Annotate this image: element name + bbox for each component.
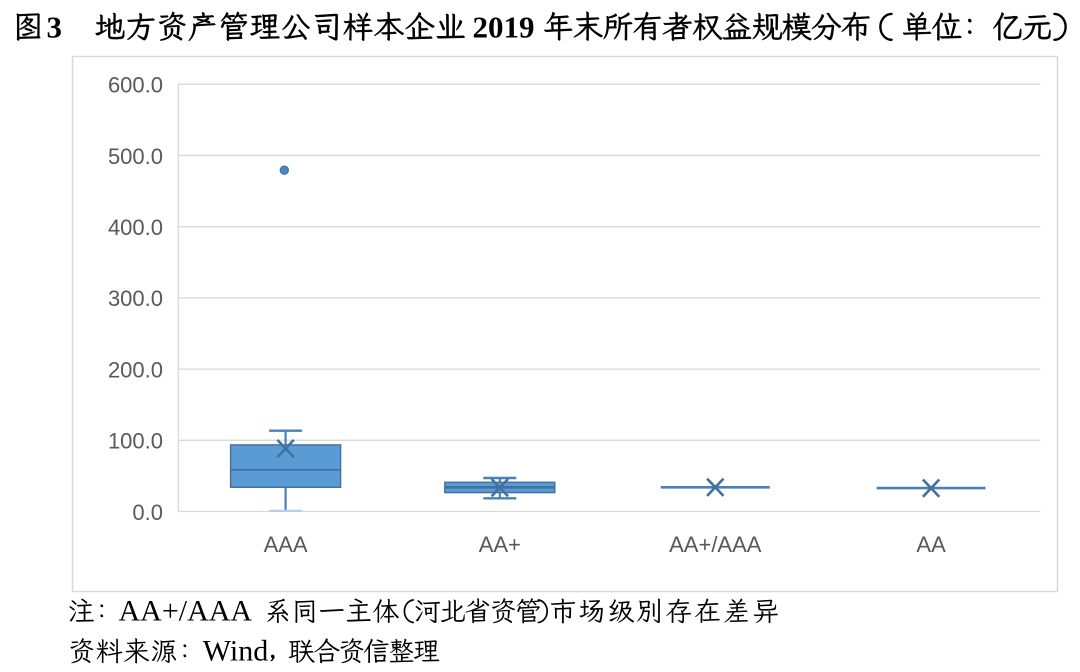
svg-text:AA: AA <box>916 532 946 557</box>
svg-text:500.0: 500.0 <box>108 144 163 169</box>
svg-text:0.0: 0.0 <box>132 500 163 525</box>
svg-text:600.0: 600.0 <box>108 73 163 98</box>
svg-text:100.0: 100.0 <box>108 429 163 454</box>
svg-text:200.0: 200.0 <box>108 357 163 382</box>
svg-text:400.0: 400.0 <box>108 215 163 240</box>
svg-text:3: 3 <box>47 10 63 45</box>
svg-text:AAA: AAA <box>264 532 308 557</box>
svg-text:AA+/AAA: AA+/AAA <box>119 595 253 628</box>
svg-text:AA+: AA+ <box>479 532 521 557</box>
svg-text:300.0: 300.0 <box>108 286 163 311</box>
svg-text:Wind: Wind <box>203 635 268 668</box>
svg-text:2019: 2019 <box>473 10 535 45</box>
svg-text:AA+/AAA: AA+/AAA <box>669 532 762 557</box>
